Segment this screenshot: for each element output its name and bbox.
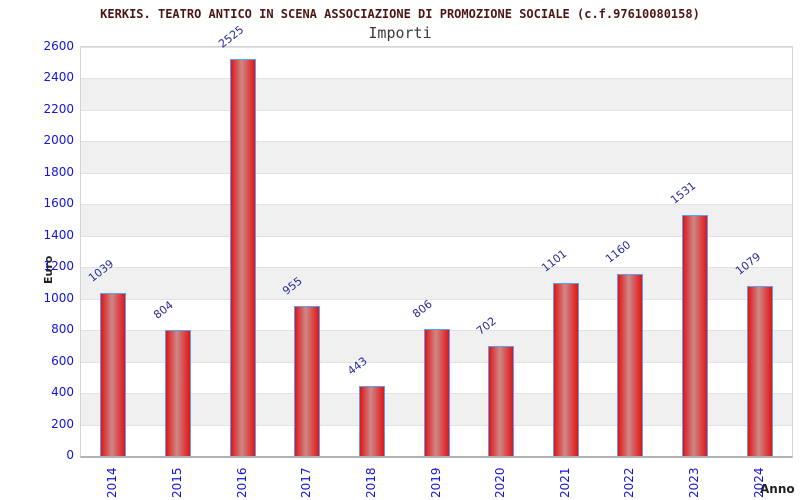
gridline [81,47,792,48]
gridline [81,267,792,269]
y-tick-200: 200 [51,416,74,431]
bar-2015 [164,329,191,456]
plot-area: 1039 804 2525 955 443 806 702 1101 1160 1531 1079 [80,23,793,458]
y-tick-400: 400 [51,385,74,400]
chart-subtitle: Importi [368,24,432,42]
x-tick-2022: 2022 [622,467,637,498]
x-tick-2023: 2023 [687,467,702,498]
bar-2016 [229,58,256,456]
gridline [81,298,792,300]
bar-2024 [746,286,773,456]
gridline [81,235,792,237]
background-band [81,267,792,299]
bar-value-label: 806 [409,297,435,321]
y-tick-1600: 1600 [43,196,74,211]
bar-2022 [617,273,644,456]
y-tick-2400: 2400 [43,70,74,85]
x-tick-2019: 2019 [428,467,443,498]
y-tick-2200: 2200 [43,101,74,116]
bar-2020 [488,345,515,456]
gridline [81,141,792,143]
x-tick-2018: 2018 [363,467,378,498]
x-tick-2015: 2015 [169,467,184,498]
background-band [81,141,792,173]
gridline [81,204,792,206]
x-tick-2021: 2021 [557,467,572,498]
y-tick-2600: 2600 [43,39,74,53]
x-tick-2016: 2016 [234,467,249,498]
bar-2014 [100,292,127,456]
x-tick-2017: 2017 [299,467,314,498]
bar-2019 [423,329,450,456]
background-band [81,204,792,236]
x-tick-2024: 2024 [751,467,766,498]
y-tick-2000: 2000 [43,133,74,148]
bar-2021 [552,282,579,456]
bar-2017 [294,305,321,456]
x-tick-2014: 2014 [105,467,120,498]
bar-value-label: 1160 [603,237,634,266]
x-axis-label: Anno [760,482,795,496]
y-tick-800: 800 [51,322,74,337]
background-band [81,78,792,110]
chart-title: KERKIS. TEATRO ANTICO IN SCENA ASSOCIAZI… [100,7,700,21]
y-tick-600: 600 [51,353,74,368]
bar-2023 [682,215,709,456]
y-tick-1200: 1200 [43,259,74,274]
gridline [81,172,792,174]
y-tick-0: 0 [66,448,74,462]
y-tick-1400: 1400 [43,227,74,242]
y-tick-1000: 1000 [43,290,74,305]
gridline [81,78,792,80]
bar-value-label: 804 [151,297,176,322]
gridline [81,109,792,111]
x-tick-2020: 2020 [493,467,508,498]
bar-2018 [358,386,385,456]
y-tick-1800: 1800 [43,164,74,179]
